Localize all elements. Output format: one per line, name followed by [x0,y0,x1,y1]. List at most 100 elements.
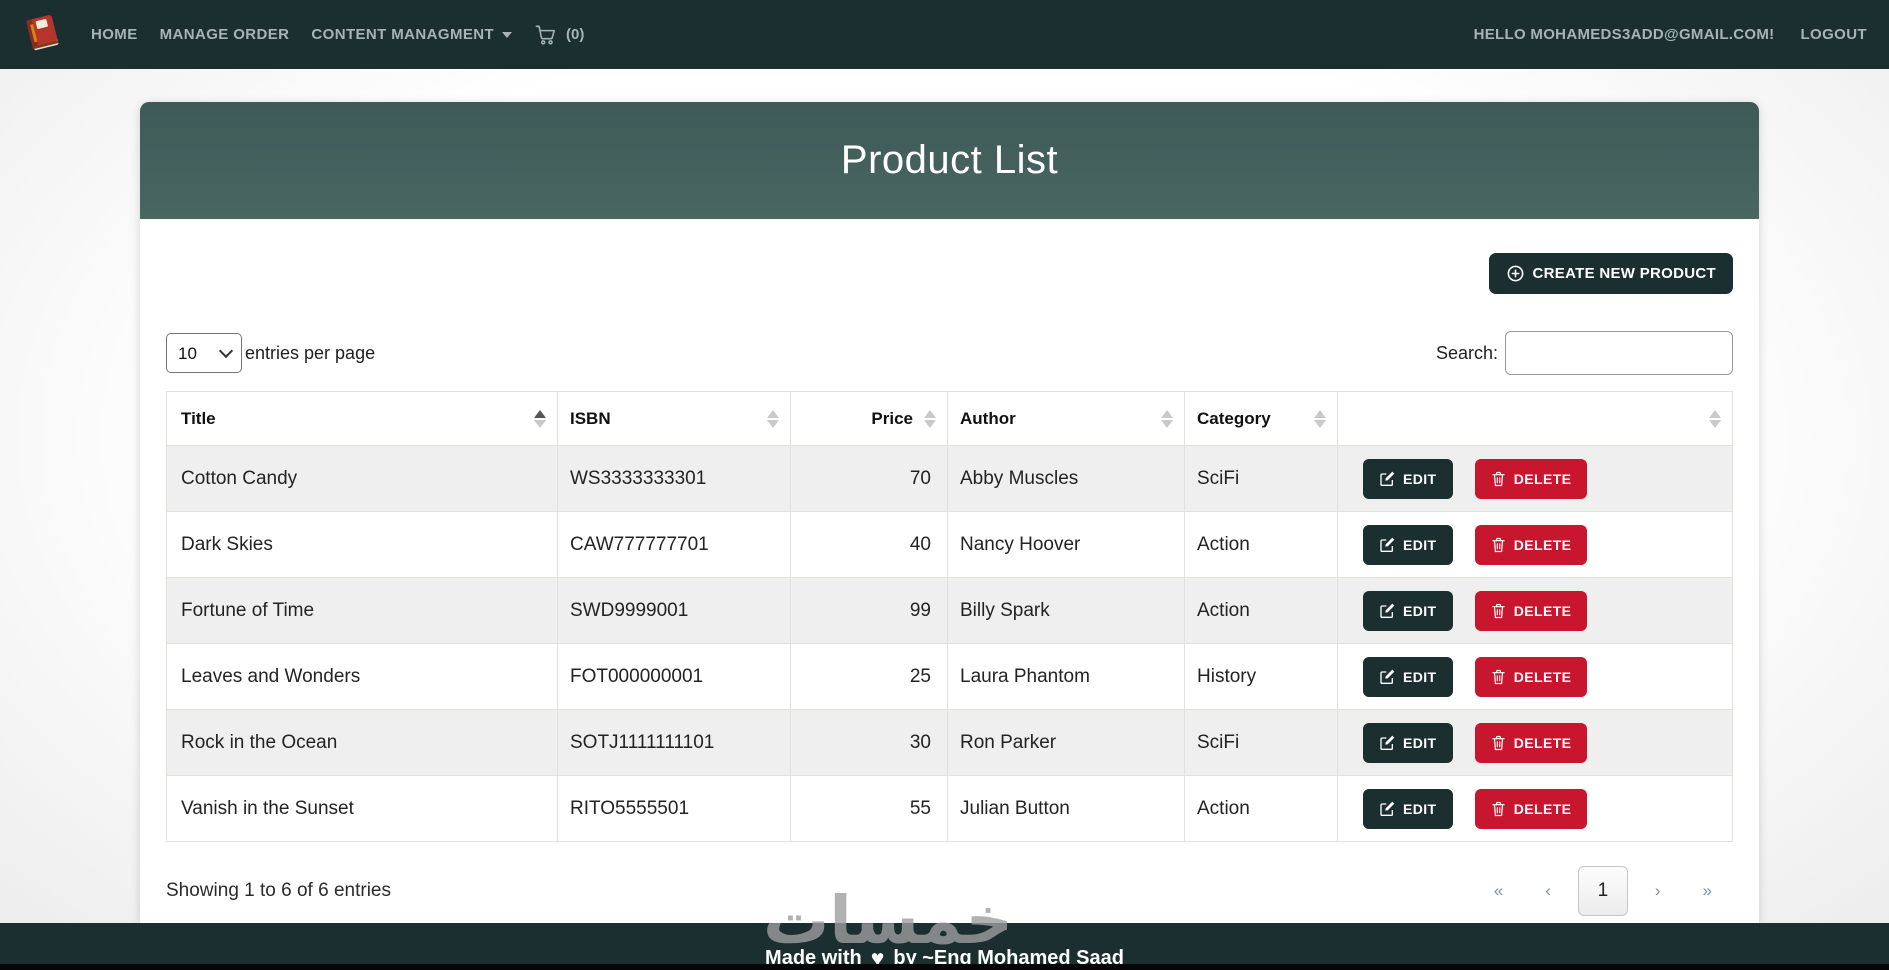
trash-icon [1492,537,1505,552]
trash-icon [1492,603,1505,618]
page-size-select[interactable]: 10 [166,333,242,373]
table-row: Cotton Candy WS3333333301 70 Abby Muscle… [166,445,1733,512]
pagination-first-button[interactable]: « [1493,881,1504,900]
navbar-right: HELLO MOHAMEDS3ADD@GMAIL.COM! LOGOUT [1474,26,1867,43]
trash-icon [1492,735,1505,750]
edit-button[interactable]: EDIT [1363,458,1453,499]
edit-icon [1380,471,1395,486]
table-row: Rock in the Ocean SOTJ1111111101 30 Ron … [166,709,1733,776]
column-header-isbn[interactable]: ISBN [557,391,791,446]
delete-button[interactable]: DELETE [1474,722,1588,763]
cart-count: (0) [566,26,585,43]
column-header-price[interactable]: Price [790,391,948,446]
nav-item-manage-order[interactable]: MANAGE ORDER [159,26,290,43]
delete-button-label: DELETE [1513,602,1572,619]
card-body: CREATE NEW PRODUCT 10 entries per page S… [140,253,1759,916]
product-table-head: Title ISBN Price Author [166,391,1733,446]
column-header-author[interactable]: Author [947,391,1185,446]
nav-links: HOME MANAGE ORDER CONTENT MANAGMENT (0) [91,24,584,46]
pagination-next-button[interactable]: › [1654,881,1661,900]
edit-icon [1380,603,1395,618]
column-price-label: Price [871,408,913,428]
column-header-actions[interactable] [1337,391,1733,446]
cell-title: Leaves and Wonders [166,643,558,710]
user-greeting: HELLO MOHAMEDS3ADD@GMAIL.COM! [1473,26,1775,43]
cart-button[interactable]: (0) [534,24,584,46]
footer-author: by ~Eng Mohamed Saad [893,947,1124,969]
page-size-select-wrap: 10 [166,333,242,373]
cell-category: Action [1184,577,1338,644]
navbar: HOME MANAGE ORDER CONTENT MANAGMENT (0) … [0,0,1889,69]
page-title: Product List [840,138,1059,182]
edit-button[interactable]: EDIT [1363,788,1453,829]
cell-isbn: SWD9999001 [557,577,791,644]
cell-actions: EDIT DELETE [1337,709,1733,776]
brand-link[interactable] [22,12,64,58]
pagination: « ‹ 1 › » [1473,866,1733,916]
trash-icon [1492,471,1505,486]
table-controls: 10 entries per page Search: [166,331,1733,375]
edit-button-label: EDIT [1403,602,1437,619]
sort-icon [1709,409,1721,428]
entries-per-page-label: entries per page [245,342,376,363]
cell-author: Abby Muscles [947,445,1185,512]
edit-icon [1380,735,1395,750]
column-title-label: Title [181,408,216,428]
cell-isbn: RITO5555501 [557,775,791,842]
sort-icon [1314,409,1326,428]
create-new-product-button[interactable]: CREATE NEW PRODUCT [1488,253,1733,294]
cell-isbn: CAW777777701 [557,511,791,578]
sort-icon [534,409,546,428]
column-header-category[interactable]: Category [1184,391,1338,446]
edit-button[interactable]: EDIT [1363,722,1453,763]
cell-title: Cotton Candy [166,445,558,512]
product-table-body: Cotton Candy WS3333333301 70 Abby Muscle… [166,445,1733,842]
book-logo-icon [26,14,59,50]
delete-button-label: DELETE [1513,734,1572,751]
delete-button-label: DELETE [1513,470,1572,487]
delete-button[interactable]: DELETE [1474,656,1588,697]
column-author-label: Author [960,408,1016,428]
search-input[interactable] [1505,331,1733,375]
edit-icon [1380,669,1395,684]
delete-button[interactable]: DELETE [1474,788,1588,829]
delete-button[interactable]: DELETE [1474,458,1588,499]
cell-category: SciFi [1184,709,1338,776]
nav-item-content-managment[interactable]: CONTENT MANAGMENT [311,26,513,43]
footer: Made with ♥ by ~Eng Mohamed Saad [0,923,1889,970]
product-list-card: Product List CREATE NEW PRODUCT 10 [140,102,1759,923]
pagination-last-button[interactable]: » [1702,881,1712,900]
bottom-edge-strip [0,964,1889,970]
cell-title: Rock in the Ocean [166,709,558,776]
logout-link[interactable]: LOGOUT [1800,26,1867,43]
cell-title: Vanish in the Sunset [166,775,558,842]
delete-button[interactable]: DELETE [1474,590,1588,631]
edit-button-label: EDIT [1403,800,1437,817]
cell-title: Fortune of Time [166,577,558,644]
cell-author: Julian Button [947,775,1185,842]
trash-icon [1492,801,1505,816]
column-isbn-label: ISBN [570,408,611,428]
footer-made-with: Made with [765,947,862,969]
showing-entries-info: Showing 1 to 6 of 6 entries [166,880,391,901]
cell-price: 70 [790,445,948,512]
edit-button[interactable]: EDIT [1363,590,1453,631]
cell-author: Nancy Hoover [947,511,1185,578]
plus-circle-icon [1507,265,1523,282]
toolbar: CREATE NEW PRODUCT [166,253,1733,294]
cell-isbn: FOT000000001 [557,643,791,710]
table-row: Vanish in the Sunset RITO5555501 55 Juli… [166,775,1733,842]
footer-credit: Made with ♥ by ~Eng Mohamed Saad [765,947,1124,970]
card-header: Product List [140,102,1759,219]
cell-title: Dark Skies [166,511,558,578]
cart-icon [535,25,556,45]
delete-button[interactable]: DELETE [1474,524,1588,565]
edit-button[interactable]: EDIT [1363,656,1453,697]
table-row: Leaves and Wonders FOT000000001 25 Laura… [166,643,1733,710]
edit-button[interactable]: EDIT [1363,524,1453,565]
pagination-prev-button[interactable]: ‹ [1545,881,1551,900]
column-header-title[interactable]: Title [166,391,558,446]
nav-item-home[interactable]: HOME [91,26,138,43]
pagination-page-1-button[interactable]: 1 [1577,866,1628,916]
table-status-bar: Showing 1 to 6 of 6 entries « ‹ 1 › » [166,866,1733,916]
